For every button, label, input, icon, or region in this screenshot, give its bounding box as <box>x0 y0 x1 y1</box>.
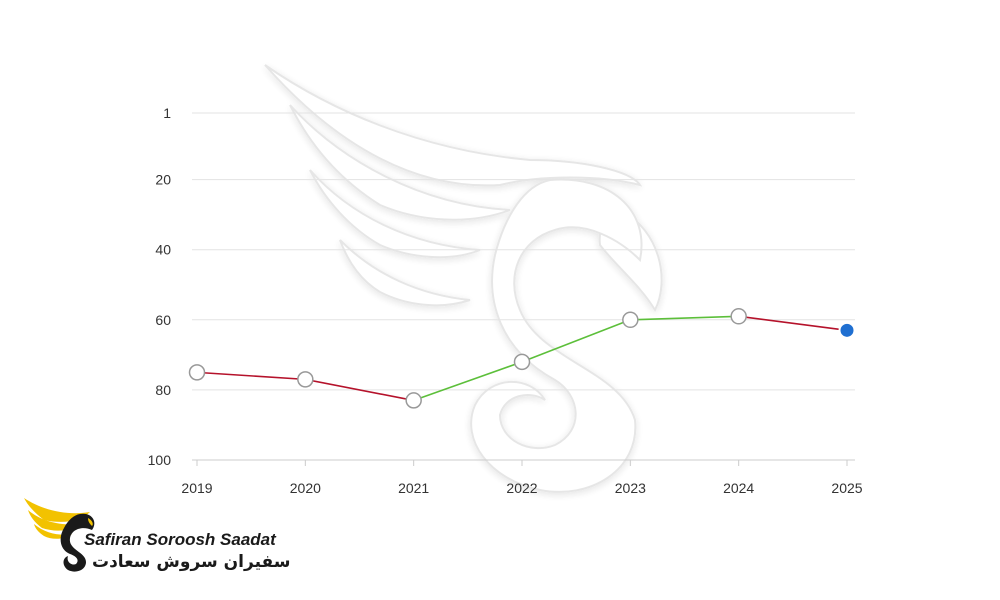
series-segment <box>413 361 523 402</box>
brand-logo: Safiran Soroosh Saadat سفیران سروش سعادت <box>22 494 302 584</box>
series-segment <box>738 315 848 332</box>
data-point[interactable] <box>188 364 206 381</box>
series-segment <box>630 315 739 321</box>
eagle-wing-logo-icon <box>24 498 95 572</box>
series-segment <box>196 371 306 381</box>
series-line <box>196 315 848 402</box>
brand-name-en: Safiran Soroosh Saadat <box>84 530 276 549</box>
data-point-latest[interactable] <box>838 321 856 339</box>
data-point[interactable] <box>730 308 747 325</box>
brand-name-fa: سفیران سروش سعادت <box>92 552 291 572</box>
eagle-wing-watermark-icon <box>264 64 663 493</box>
y-tick-label: 40 <box>155 242 171 258</box>
data-point[interactable] <box>513 353 531 371</box>
x-axis: 2019 2020 2021 2022 2023 2024 2025 <box>181 459 863 496</box>
y-tick-label: 20 <box>155 172 171 188</box>
y-tick-label: 60 <box>155 312 171 328</box>
x-tick-label: 2020 <box>290 480 321 496</box>
data-point[interactable] <box>297 371 314 388</box>
series-points <box>188 308 856 409</box>
x-tick-label: 2019 <box>181 480 212 496</box>
x-tick-label: 2025 <box>831 480 862 496</box>
y-axis: 1 20 40 60 80 100 <box>148 105 172 468</box>
x-tick-label: 2021 <box>398 480 429 496</box>
y-tick-label: 80 <box>155 382 171 398</box>
x-tick-label: 2022 <box>506 480 537 496</box>
x-tick-label: 2024 <box>723 480 754 496</box>
x-tick-label: 2023 <box>615 480 646 496</box>
series-segment <box>305 378 414 402</box>
y-tick-label: 1 <box>163 105 171 121</box>
series-segment <box>521 319 631 363</box>
data-point[interactable] <box>405 392 422 409</box>
y-tick-label: 100 <box>148 452 172 468</box>
data-point[interactable] <box>622 311 639 329</box>
